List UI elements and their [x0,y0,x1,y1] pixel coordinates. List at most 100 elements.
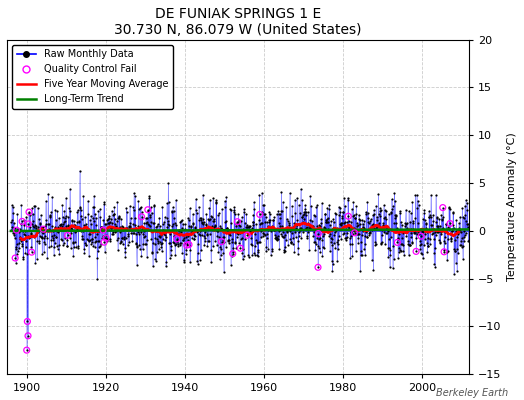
Point [448,228,456,234]
Point [108,220,116,226]
Point [274,233,282,239]
Point [54,224,62,230]
Point [430,261,439,267]
Point [399,227,408,233]
Point [325,202,333,209]
Point [111,229,119,235]
Point [328,258,336,264]
Point [430,229,439,235]
Point [149,263,157,270]
Point [220,269,228,276]
Point [51,207,60,214]
Point [130,190,138,197]
Point [138,208,146,215]
Point [257,220,265,226]
Point [350,224,358,231]
Point [397,219,405,225]
Point [422,219,431,226]
Point [457,238,465,245]
Point [62,237,71,244]
Point [322,217,331,224]
Point [50,232,58,238]
Point [290,223,298,229]
Point [362,229,370,235]
Point [113,199,122,205]
Point [363,234,371,240]
Point [293,222,301,228]
Point [200,241,209,248]
Point [340,195,348,202]
Point [57,226,66,232]
Point [359,225,368,232]
Point [41,222,50,229]
Title: DE FUNIAK SPRINGS 1 E
30.730 N, 86.079 W (United States): DE FUNIAK SPRINGS 1 E 30.730 N, 86.079 W… [114,7,362,37]
Point [447,235,455,242]
Point [289,241,297,247]
Point [303,235,311,242]
Point [105,214,114,221]
Point [240,209,248,215]
Point [89,215,97,222]
Point [171,252,179,258]
Point [137,214,146,220]
Point [446,220,454,227]
Point [443,225,451,232]
Point [52,216,60,223]
Point [387,208,395,215]
Point [388,227,397,234]
Point [75,168,84,174]
Point [322,218,331,225]
Point [16,226,24,232]
Point [96,243,104,250]
Point [389,256,398,262]
Point [125,222,134,229]
Point [256,239,265,245]
Point [316,235,324,241]
Point [344,194,352,201]
Point [285,225,293,231]
Point [173,238,182,245]
Point [277,208,286,214]
Point [312,204,321,210]
Point [82,236,91,243]
Point [63,232,72,238]
Point [259,202,268,208]
Point [212,200,220,207]
Point [226,206,235,213]
Point [47,237,55,243]
Point [101,249,109,255]
Point [372,203,380,209]
Point [440,249,448,255]
Point [259,230,268,237]
Point [132,240,140,247]
Point [237,214,246,220]
Point [170,233,179,240]
Point [201,238,209,244]
Point [236,245,245,252]
Point [335,220,344,227]
Point [53,208,61,214]
Point [177,218,185,224]
Point [441,240,449,246]
Point [151,224,160,230]
Point [125,224,133,230]
Point [403,225,411,232]
Point [281,232,290,239]
Point [375,207,384,214]
Point [99,227,107,233]
Point [79,228,87,234]
Point [271,227,279,234]
Point [260,232,269,238]
Point [302,209,311,216]
Point [183,241,191,247]
Point [43,228,52,234]
Point [455,220,463,226]
Point [230,204,238,210]
Point [49,252,58,258]
Point [150,201,159,208]
Point [261,214,270,221]
Point [296,225,304,231]
Point [279,199,287,206]
Point [211,238,219,244]
Point [20,217,28,223]
